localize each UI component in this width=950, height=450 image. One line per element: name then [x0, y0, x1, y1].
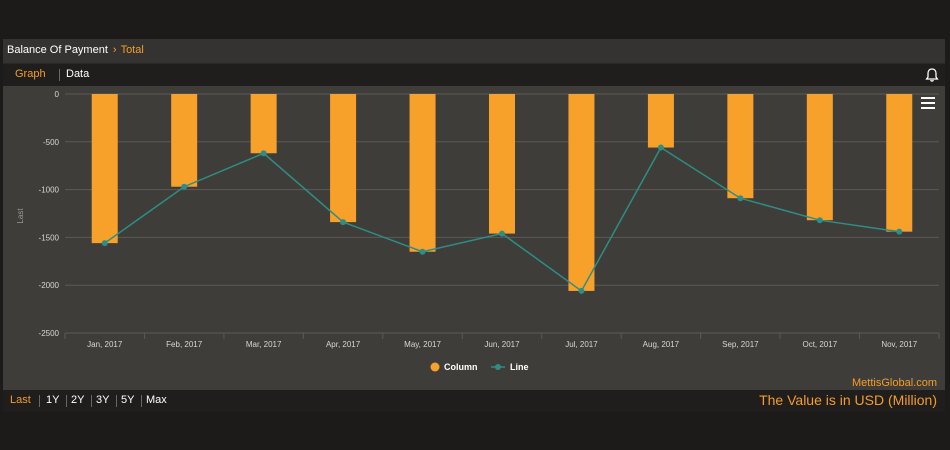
- x-tick-label: Nov, 2017: [881, 340, 917, 349]
- data-point: [737, 195, 744, 202]
- title-text: Balance Of Payment: [7, 44, 108, 56]
- x-tick-label: May, 2017: [404, 340, 441, 349]
- x-axis-ticks: Jan, 2017 Feb, 2017 Mar, 2017 Apr, 2017 May,…: [64, 333, 940, 349]
- x-tick-label: Apr, 2017: [326, 340, 361, 349]
- range-1y[interactable]: 1Y: [46, 394, 60, 406]
- range-last[interactable]: Last: [10, 394, 31, 406]
- line-series: [101, 144, 903, 294]
- bar: [171, 94, 198, 187]
- chart-legend: Column Line: [430, 362, 529, 372]
- data-point: [260, 150, 267, 157]
- data-point: [816, 217, 823, 224]
- y-tick-label: -2000: [39, 281, 60, 290]
- data-point: [578, 287, 585, 294]
- x-tick-label: Jan, 2017: [87, 340, 123, 349]
- title-bar: Balance Of Payment › Total: [3, 39, 945, 64]
- breadcrumb-current[interactable]: Total: [120, 44, 144, 56]
- range-divider: [91, 395, 92, 407]
- y-tick-label: -1500: [39, 233, 60, 242]
- bar: [806, 94, 833, 221]
- data-point: [419, 248, 426, 255]
- chart-panel: Balance Of Payment › Total Graph Data 0 -50…: [3, 39, 945, 412]
- range-bar: Last 1Y 2Y 3Y 5Y Max The Value is in USD…: [3, 390, 945, 412]
- range-divider: [66, 395, 67, 407]
- bar: [409, 94, 436, 252]
- y-tick-label: -2500: [39, 329, 60, 338]
- legend-line-marker: [495, 364, 501, 370]
- range-5y[interactable]: 5Y: [121, 394, 135, 406]
- y-tick-label: 0: [55, 90, 60, 99]
- tab-data[interactable]: Data: [66, 68, 90, 80]
- x-tick-label: Jun, 2017: [484, 340, 520, 349]
- bar: [568, 94, 595, 291]
- x-tick-label: Feb, 2017: [166, 340, 203, 349]
- page-title: Balance Of Payment › Total: [7, 44, 144, 56]
- currency-note: The Value is in USD (Million): [759, 392, 937, 408]
- range-max[interactable]: Max: [146, 394, 167, 406]
- view-tabs: Graph Data: [3, 64, 945, 86]
- range-2y[interactable]: 2Y: [71, 394, 85, 406]
- x-tick-label: Mar, 2017: [246, 340, 282, 349]
- watermark[interactable]: MettisGlobal.com: [852, 377, 937, 389]
- hamburger-menu-icon[interactable]: [921, 97, 935, 109]
- legend-column-marker: [430, 362, 440, 372]
- bop-chart: 0 -500 -1000 -1500 -2000 -2500 Jan, 2017 Feb, …: [16, 90, 940, 372]
- tab-graph[interactable]: Graph: [15, 68, 46, 80]
- bar: [91, 94, 118, 244]
- range-divider: [116, 395, 117, 407]
- y-tick-label: -500: [43, 138, 60, 147]
- x-tick-label: Aug, 2017: [643, 340, 680, 349]
- range-divider: [39, 395, 40, 407]
- x-tick-label: Sep, 2017: [722, 340, 759, 349]
- x-tick-label: Jul, 2017: [565, 340, 598, 349]
- data-point: [181, 183, 188, 190]
- bar: [489, 94, 515, 234]
- data-point: [896, 228, 903, 235]
- y-axis-ticks: 0 -500 -1000 -1500 -2000 -2500: [39, 90, 60, 338]
- data-point: [499, 230, 505, 237]
- tab-divider: [59, 69, 60, 81]
- bar: [886, 94, 913, 232]
- bar: [647, 94, 674, 148]
- data-point: [657, 144, 664, 151]
- legend-column-label: Column: [444, 362, 478, 372]
- breadcrumb-separator: ›: [112, 44, 117, 56]
- y-tick-label: -1000: [39, 186, 60, 195]
- bar: [330, 94, 357, 223]
- legend-line-label: Line: [510, 362, 529, 372]
- bars-series: [91, 94, 913, 291]
- data-point: [101, 240, 108, 247]
- bar: [727, 94, 754, 199]
- bell-icon[interactable]: [924, 67, 940, 83]
- range-3y[interactable]: 3Y: [96, 394, 110, 406]
- data-point: [340, 219, 347, 226]
- bar: [250, 94, 277, 154]
- range-divider: [141, 395, 142, 407]
- x-tick-label: Oct, 2017: [802, 340, 837, 349]
- y-axis-label: Last: [16, 208, 25, 224]
